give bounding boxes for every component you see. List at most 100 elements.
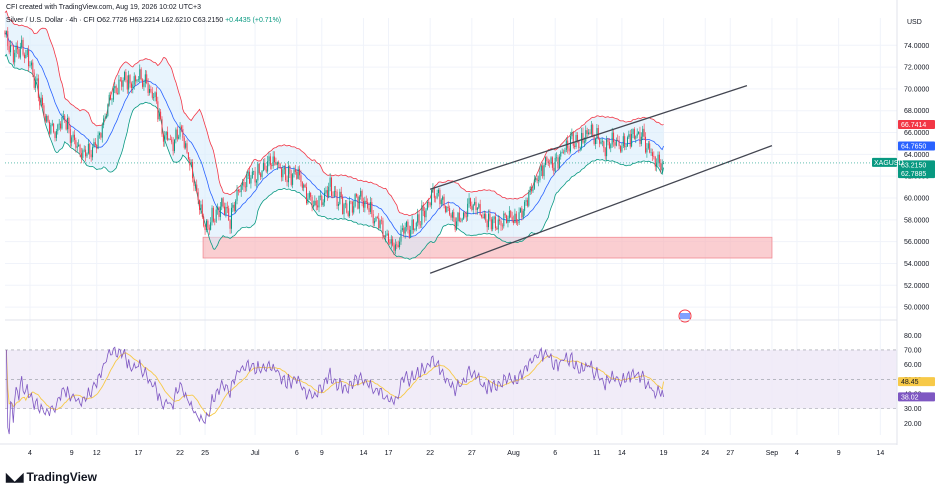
candle-body <box>269 156 271 165</box>
candle-body <box>318 195 320 208</box>
candle-body <box>161 119 163 135</box>
candle-body <box>572 131 574 146</box>
candle-body <box>663 162 665 164</box>
candle-body <box>314 200 316 206</box>
time-tick-label: 4 <box>795 450 799 457</box>
candle-body <box>401 228 403 230</box>
candle-body <box>468 198 470 204</box>
time-tick-label: 6 <box>553 450 557 457</box>
candle-body <box>292 174 294 185</box>
candle-body <box>394 244 396 251</box>
candle-body <box>271 164 273 167</box>
candle-body <box>67 117 69 130</box>
time-tick-label: 14 <box>876 450 884 457</box>
time-tick-label: 14 <box>618 450 626 457</box>
candle-body <box>69 129 71 143</box>
candle-body <box>422 205 424 211</box>
tradingview-logo[interactable]: ◣◢ TradingView <box>6 470 97 484</box>
candle-body <box>90 154 92 158</box>
candle-body <box>211 207 213 223</box>
symbol-tag-text: XAGUSD <box>874 160 904 167</box>
candle-body <box>103 118 105 126</box>
candle-body <box>328 186 330 198</box>
candle-body <box>604 148 606 157</box>
candle-body <box>376 217 378 218</box>
candle-body <box>642 128 644 137</box>
candle-body <box>243 181 245 187</box>
candle-body <box>111 99 113 101</box>
candle-body <box>550 157 552 164</box>
candle-body <box>396 244 398 246</box>
logo-text: TradingView <box>26 470 97 484</box>
ascending-channel[interactable] <box>5 85 897 323</box>
candle-body <box>636 133 638 137</box>
candle-body <box>661 163 663 171</box>
candle-body <box>599 139 601 144</box>
candle-body <box>497 219 499 230</box>
candle-body <box>586 130 588 134</box>
candle-body <box>175 129 177 140</box>
candle-body <box>532 188 534 192</box>
candle-body <box>403 228 405 234</box>
candle-body <box>506 215 508 223</box>
candle-body <box>456 221 458 230</box>
candle-body <box>536 178 538 181</box>
candle-body <box>542 165 544 177</box>
candle-body <box>179 126 181 137</box>
time-axis[interactable]: 4 9 12 17 22 25 Jul 6 9 14 17 22 27 Aug 6 11 14 19 24 27 Sep… <box>0 443 897 457</box>
candle-body <box>504 213 506 216</box>
candle-body <box>135 76 137 82</box>
candle-body <box>214 221 216 223</box>
candle-body <box>85 149 87 157</box>
candle-body <box>635 136 637 139</box>
candle-body <box>83 149 85 151</box>
candlesticks[interactable] <box>4 27 665 256</box>
upper-band-tag-text: 66.7414 <box>901 122 926 129</box>
candle-body <box>199 200 201 210</box>
candle-body <box>406 221 408 228</box>
candle-body <box>585 130 587 142</box>
candle-body <box>40 97 42 106</box>
candle-body <box>618 140 620 147</box>
candle-body <box>253 171 255 172</box>
candle-body <box>378 217 380 229</box>
candle-body <box>158 111 160 120</box>
candle-body <box>364 200 366 208</box>
candle-body <box>346 203 348 213</box>
rsi-line <box>6 346 664 435</box>
candle-body <box>108 94 110 105</box>
candle-body <box>255 180 257 183</box>
candle-body <box>638 131 640 134</box>
candle-body <box>458 212 460 221</box>
candle-body <box>350 201 352 202</box>
candle-body <box>75 140 77 148</box>
candle-body <box>469 198 471 207</box>
candle-body <box>86 153 88 157</box>
candle-body <box>308 192 310 199</box>
candle-body <box>137 79 139 81</box>
candle-body <box>563 151 565 153</box>
candle-body <box>614 142 616 146</box>
candle-body <box>640 136 642 144</box>
candle-body <box>121 80 123 87</box>
candle-body <box>538 180 540 181</box>
candle-body <box>547 160 549 163</box>
candle-body <box>607 139 609 142</box>
symbol-tag <box>872 157 897 167</box>
candle-body <box>180 126 182 130</box>
candle-body <box>194 184 196 186</box>
candle-body <box>601 141 603 142</box>
candle-body <box>94 142 96 146</box>
candle-body <box>514 213 516 223</box>
candle-body <box>483 213 485 219</box>
candle-body <box>362 201 364 208</box>
candle-body <box>147 83 149 93</box>
candle-body <box>126 79 128 90</box>
candle-body <box>249 171 251 184</box>
basis-tag-text: 64.7650 <box>901 144 926 151</box>
candle-body <box>583 141 585 143</box>
candle-body <box>225 206 227 215</box>
candle-body <box>172 142 174 152</box>
candle-body <box>164 135 166 142</box>
